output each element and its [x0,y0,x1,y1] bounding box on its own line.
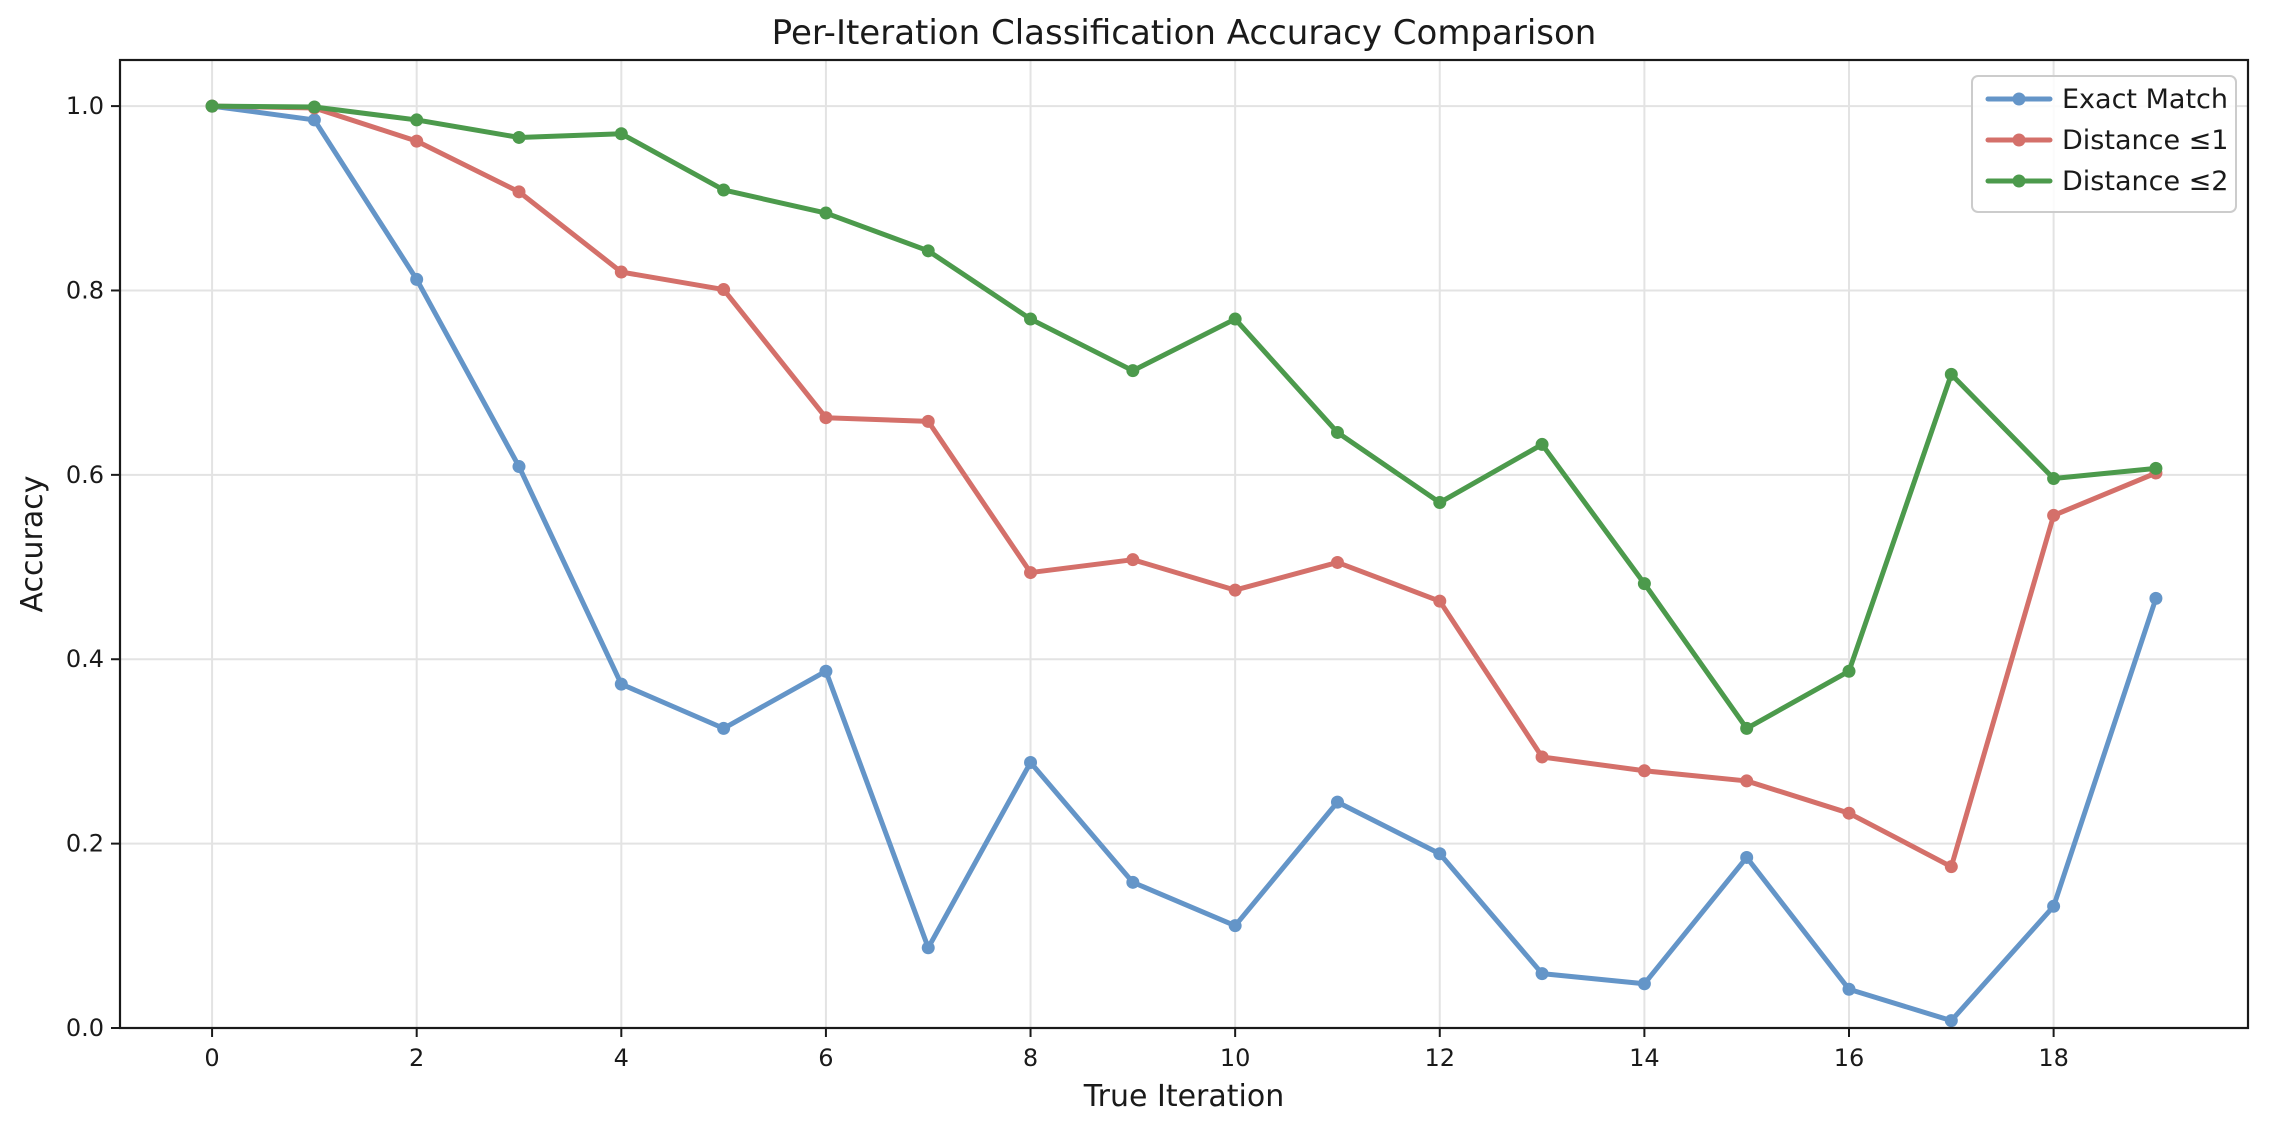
data-point [921,414,935,428]
y-tick-label: 0.0 [66,1014,104,1042]
data-point [1740,721,1754,735]
legend-label: Distance ≤2 [2062,166,2228,197]
data-point [614,265,628,279]
data-point [410,113,424,127]
axis-ticks: 0 2 4 6 8 10 12 14 16 18 0.0 0.2 0.4 0.6 0.8 1.0 [66,92,2069,1072]
data-point [614,127,628,141]
data-point [1330,555,1344,569]
legend: Exact Match Distance ≤1 Distance ≤2 [1971,75,2237,213]
data-point [1535,437,1549,451]
series-line [209,103,2159,731]
data-point [512,185,526,199]
legend-item: Distance ≤2 [1985,166,2228,197]
x-tick-label: 14 [1629,1044,1660,1072]
x-tick-label: 10 [1220,1044,1251,1072]
data-point [1330,425,1344,439]
legend-label: Distance ≤1 [2062,125,2228,156]
data-point [205,99,219,113]
y-tick-label: 0.8 [66,276,104,304]
x-axis-label: True Iteration [1083,1079,1285,1114]
data-point [1228,312,1242,326]
x-tick-label: 0 [204,1044,219,1072]
data-point [307,113,321,127]
data-point [2047,899,2061,913]
y-tick-label: 0.4 [66,645,104,673]
data-point [717,183,731,197]
data-point [717,283,731,297]
data-point [614,677,628,691]
data-point [819,411,833,425]
data-point [1433,594,1447,608]
series-exact-match [205,99,2163,1028]
data-point [1330,795,1344,809]
data-point [2149,461,2163,475]
legend-label: Exact Match [2062,84,2228,115]
data-point [1637,764,1651,778]
data-point [1944,860,1958,874]
x-tick-label: 8 [1023,1044,1038,1072]
data-point [2047,508,2061,522]
data-point [1024,755,1038,769]
data-point [921,244,935,258]
y-axis-label: Accuracy [15,476,50,613]
data-point [1126,875,1140,889]
data-point [512,130,526,144]
data-point [410,272,424,286]
legend-swatch-marker [2012,92,2026,106]
data-point [1024,566,1038,580]
data-point [1024,312,1038,326]
data-point [1944,1014,1958,1028]
chart-title: Per-Iteration Classification Accuracy Co… [772,13,1597,53]
series-line [209,103,2159,1024]
y-tick-label: 1.0 [66,92,104,120]
data-point [819,664,833,678]
data-point [410,134,424,148]
data-point [1842,982,1856,996]
data-point [1433,496,1447,510]
data-point [512,460,526,474]
x-tick-label: 2 [409,1044,424,1072]
data-point [1535,750,1549,764]
data-point [717,721,731,735]
legend-swatch-marker [2012,133,2026,147]
series-distance-2 [205,99,2163,735]
data-point [1228,919,1242,933]
data-point [1944,367,1958,381]
data-point [1433,847,1447,861]
y-tick-label: 0.6 [66,461,104,489]
plot-frame [118,58,2250,1030]
x-tick-label: 16 [1834,1044,1865,1072]
data-point [2047,472,2061,486]
legend-swatch-marker [2012,174,2026,188]
data-point [1740,850,1754,864]
data-point [1228,583,1242,597]
series-group [205,99,2163,1028]
x-tick-label: 18 [2038,1044,2069,1072]
series-distance-1 [205,99,2163,874]
data-point [1637,977,1651,991]
data-point [1740,774,1754,788]
data-point [1842,664,1856,678]
data-point [1126,553,1140,567]
x-tick-label: 12 [1424,1044,1455,1072]
series-line [209,103,2159,870]
data-point [921,941,935,955]
data-point [1842,806,1856,820]
data-point [1126,364,1140,378]
data-point [307,100,321,114]
legend-frame [1971,75,2237,213]
data-point [2149,591,2163,605]
x-tick-label: 6 [818,1044,833,1072]
data-point [819,206,833,220]
y-tick-label: 0.2 [66,830,104,858]
grid [120,60,2248,1029]
data-point [1637,577,1651,591]
x-tick-label: 4 [614,1044,629,1072]
legend-item: Distance ≤1 [1985,125,2228,156]
data-point [1535,967,1549,981]
legend-item: Exact Match [1985,84,2228,115]
